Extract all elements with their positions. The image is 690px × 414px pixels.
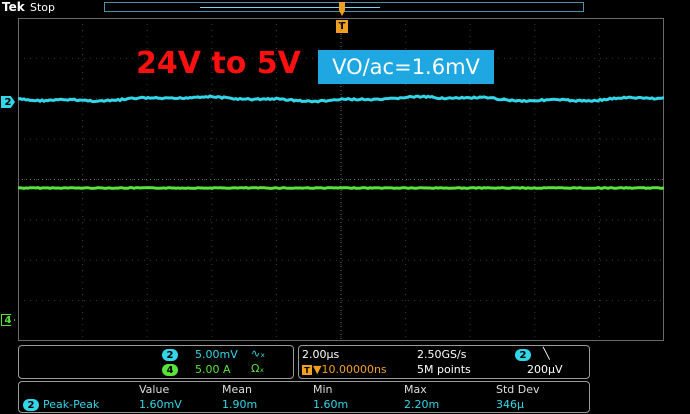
measurement-max: 2.20m — [404, 398, 440, 411]
trigger-position-icon — [339, 2, 345, 16]
ch2-badge[interactable]: 2 — [162, 349, 178, 361]
channel-settings-panel[interactable]: 2 5.00mV ∿ₓ 4 5.00 A Ωₓ — [18, 345, 294, 379]
measurement-value: 1.60mV — [139, 398, 182, 411]
ch4-coupling-icon: Ωₓ — [251, 362, 265, 375]
col-header-max: Max — [404, 383, 427, 396]
time-per-div[interactable]: 2.00μs — [302, 348, 340, 361]
ch4-badge[interactable]: 4 — [162, 364, 178, 376]
conversion-title: 24V to 5V — [136, 46, 301, 81]
sample-rate: 2.50GS/s — [417, 348, 467, 361]
acquisition-status: Stop — [30, 1, 56, 14]
col-header-mean: Mean — [222, 383, 252, 396]
measurement-panel[interactable]: Value Mean Min Max Std Dev 2 Peak-Peak 1… — [18, 381, 590, 413]
ch2-scale[interactable]: 5.00mV — [195, 348, 238, 361]
trigger-level[interactable]: 200μV — [527, 363, 563, 376]
timebase-panel[interactable]: 2.00μs 2.50GS/s 2 ╲ T ▼10.00000ns 5M poi… — [298, 345, 590, 379]
ch4-waveform — [18, 185, 664, 191]
table-row[interactable]: 2 Peak-Peak 1.60mV 1.90m 1.60m 2.20m 346… — [19, 398, 589, 412]
brand-logo: Tek — [2, 0, 25, 14]
measurement-std-dev: 346μ — [496, 398, 524, 411]
ch2-level-marker[interactable]: 2 — [1, 96, 15, 108]
ch4-level-marker[interactable]: 4 — [1, 314, 15, 326]
measurement-source-badge: 2 — [23, 399, 39, 411]
measurement-name: Peak-Peak — [43, 398, 100, 411]
col-header-value: Value — [139, 383, 170, 396]
record-view-window — [200, 7, 380, 8]
measurement-min: 1.60m — [313, 398, 349, 411]
trigger-source-badge[interactable]: 2 — [515, 349, 531, 361]
trigger-t-icon: T — [302, 365, 312, 375]
col-header-std-dev: Std Dev — [496, 383, 540, 396]
waveform-graticule — [18, 18, 664, 341]
ripple-annotation: VO/ac=1.6mV — [318, 50, 494, 84]
record-length: 5M points — [417, 363, 471, 376]
ch2-coupling-icon: ∿ₓ — [251, 347, 266, 360]
trigger-marker[interactable]: T — [336, 20, 348, 33]
measurement-mean: 1.90m — [222, 398, 258, 411]
ch2-waveform — [18, 94, 664, 104]
trigger-position[interactable]: ▼10.00000ns — [313, 363, 387, 376]
ch4-scale[interactable]: 5.00 A — [195, 363, 231, 376]
col-header-min: Min — [313, 383, 333, 396]
grid-lines — [18, 18, 664, 341]
trigger-slope-icon: ╲ — [543, 347, 550, 360]
status-bar: Tek Stop — [0, 0, 690, 16]
